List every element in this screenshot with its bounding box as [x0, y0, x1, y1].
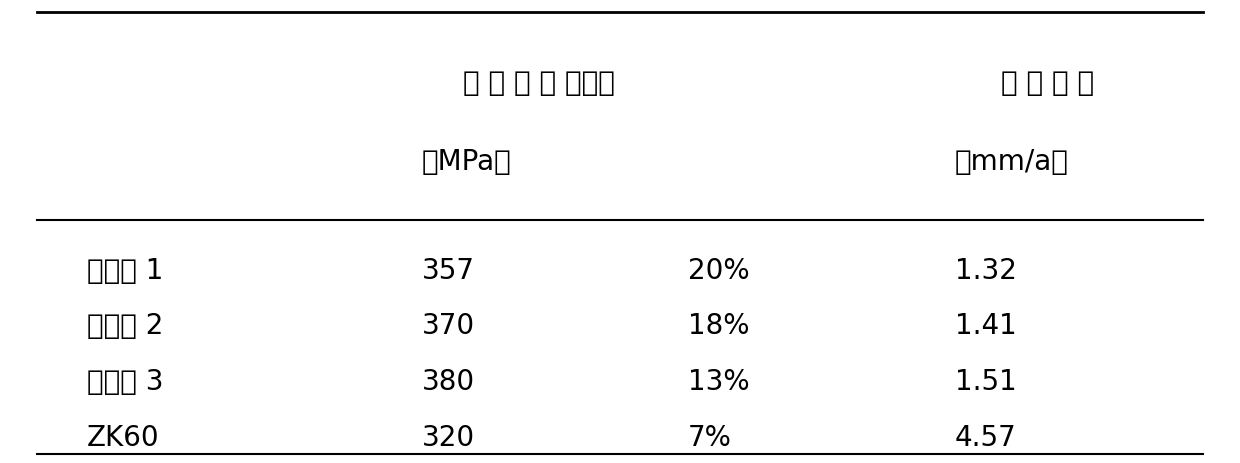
- Text: 1.32: 1.32: [955, 257, 1017, 285]
- Text: 1.41: 1.41: [955, 313, 1017, 340]
- Text: 370: 370: [422, 313, 475, 340]
- Text: 腐 蛀 速 度: 腐 蛀 速 度: [1001, 69, 1095, 97]
- Text: 1.51: 1.51: [955, 368, 1017, 396]
- Text: 实施例 1: 实施例 1: [87, 257, 164, 285]
- Text: ZK60: ZK60: [87, 424, 160, 451]
- Text: 380: 380: [422, 368, 475, 396]
- Text: 实施例 2: 实施例 2: [87, 313, 164, 340]
- Text: 20%: 20%: [688, 257, 750, 285]
- Text: （mm/a）: （mm/a）: [955, 148, 1069, 176]
- Text: 7%: 7%: [688, 424, 732, 451]
- Text: 13%: 13%: [688, 368, 750, 396]
- Text: 357: 357: [422, 257, 475, 285]
- Text: （MPa）: （MPa）: [422, 148, 511, 176]
- Text: 4.57: 4.57: [955, 424, 1017, 451]
- Text: 320: 320: [422, 424, 475, 451]
- Text: 实施例 3: 实施例 3: [87, 368, 164, 396]
- Text: 18%: 18%: [688, 313, 750, 340]
- Text: 抗 拉 强 度 延伸率: 抗 拉 强 度 延伸率: [464, 69, 615, 97]
